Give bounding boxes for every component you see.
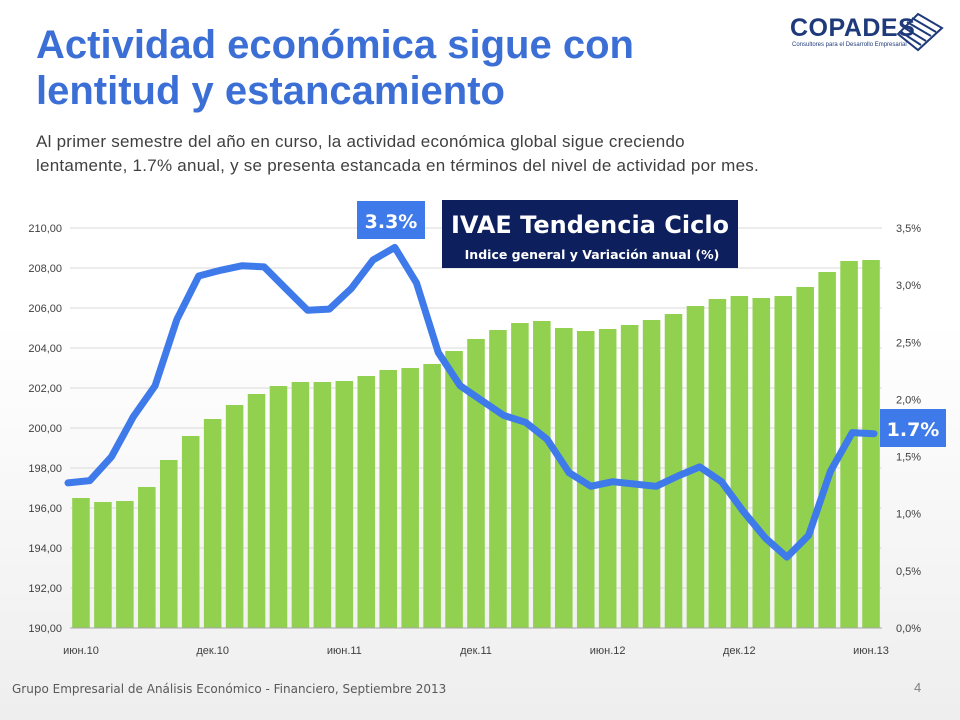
last-value-label: 1.7% — [887, 419, 940, 441]
bar — [269, 386, 288, 628]
chart-subtitle: Indice general y Variación anual (%) — [465, 247, 720, 262]
bar — [730, 296, 749, 628]
y-right-tick-label: 2,5% — [896, 337, 921, 349]
bar — [533, 321, 551, 628]
bar — [642, 320, 661, 628]
bar — [423, 364, 441, 628]
bar — [291, 382, 310, 628]
y-left-tick-label: 208,00 — [28, 263, 62, 275]
y-left-tick-label: 198,00 — [28, 463, 62, 475]
y-right-tick-label: 3,0% — [896, 280, 921, 292]
line-series — [64, 243, 878, 561]
y-left-tick-label: 194,00 — [28, 543, 62, 555]
bar — [225, 405, 244, 628]
bar — [752, 298, 771, 628]
y-right-tick-label: 1,0% — [896, 509, 921, 521]
bar — [555, 328, 573, 628]
bar — [401, 368, 419, 628]
x-tick-label: июн.11 — [327, 645, 362, 657]
copades-logo: COPADES Consultores para el Desarrollo E… — [786, 12, 946, 54]
title-line-1: Actividad económica sigue con — [36, 23, 634, 67]
last-value-badge — [880, 409, 946, 447]
bar — [116, 501, 134, 628]
y-left-tick-label: 200,00 — [28, 423, 62, 435]
bar — [313, 382, 332, 628]
y-right-tick-label: 2,0% — [896, 394, 921, 406]
chart-title: IVAE Tendencia Ciclo — [451, 211, 729, 239]
bar — [94, 502, 112, 628]
peak-badge — [357, 201, 425, 239]
title-line-2: lentitud y estancamiento — [36, 69, 505, 113]
bar — [72, 498, 90, 628]
bar — [379, 370, 397, 628]
bar — [247, 394, 266, 628]
bar — [181, 436, 200, 628]
chart-overlays: IVAE Tendencia Ciclo Indice general y Var… — [357, 200, 946, 447]
y-right-tick-label: 0,5% — [896, 566, 921, 578]
bar — [335, 381, 354, 628]
y-left-tick-label: 206,00 — [28, 303, 62, 315]
bar — [159, 460, 178, 628]
chart-title-box — [442, 200, 738, 268]
x-tick-label: дек.12 — [723, 645, 756, 657]
axes: 190,00 192,00 194,00 196,00 198,00 200,00 202,… — [28, 223, 921, 657]
bar — [203, 419, 222, 628]
footer-text: Grupo Empresarial de Análisis Económico … — [12, 682, 447, 696]
logo-wordmark: COPADES — [790, 14, 916, 42]
bar — [445, 351, 463, 628]
x-tick-label: июн.10 — [63, 645, 99, 657]
y-left-tick-label: 202,00 — [28, 383, 62, 395]
x-tick-label: дек.10 — [196, 645, 229, 657]
bar — [467, 339, 485, 628]
y-left-tick-label: 192,00 — [28, 583, 62, 595]
x-tick-label: июн.13 — [853, 645, 889, 657]
bar — [620, 325, 639, 628]
logo-tagline: Consultores para el Desarrollo Empresari… — [792, 42, 907, 48]
y-left-tick-label: 196,00 — [28, 503, 62, 515]
peak-label: 3.3% — [365, 211, 418, 233]
y-right-tick-label: 3,5% — [896, 223, 921, 235]
x-tick-label: июн.12 — [590, 645, 626, 657]
y-left-tick-label: 204,00 — [28, 343, 62, 355]
subtitle-line-2: lentamente, 1.7% anual, y se presenta es… — [36, 156, 759, 175]
bar — [774, 296, 793, 628]
bar-series — [72, 260, 880, 628]
bar — [511, 323, 529, 628]
bar — [138, 487, 156, 628]
y-right-tick-label: 0,0% — [896, 623, 921, 635]
bar — [796, 287, 814, 628]
y-left-tick-label: 190,00 — [28, 623, 62, 635]
series-line — [64, 243, 878, 561]
y-left-tick-label: 210,00 — [28, 223, 62, 235]
bar — [862, 260, 880, 628]
bar — [664, 314, 683, 628]
bar — [489, 330, 507, 628]
bar — [708, 299, 727, 628]
slide-title: Actividad económica sigue con lentitud y… — [36, 22, 756, 114]
y-right-tick-label: 1,5% — [896, 452, 921, 464]
bar — [357, 376, 376, 628]
x-tick-label: дек.11 — [460, 645, 492, 657]
subtitle-line-1: Al primer semestre del año en curso, la … — [36, 132, 685, 151]
bar — [818, 272, 836, 628]
logo-mark-icon — [896, 12, 944, 52]
page-number: 4 — [914, 680, 922, 695]
slide-subtitle: Al primer semestre del año en curso, la … — [36, 130, 936, 178]
bar — [598, 329, 617, 628]
